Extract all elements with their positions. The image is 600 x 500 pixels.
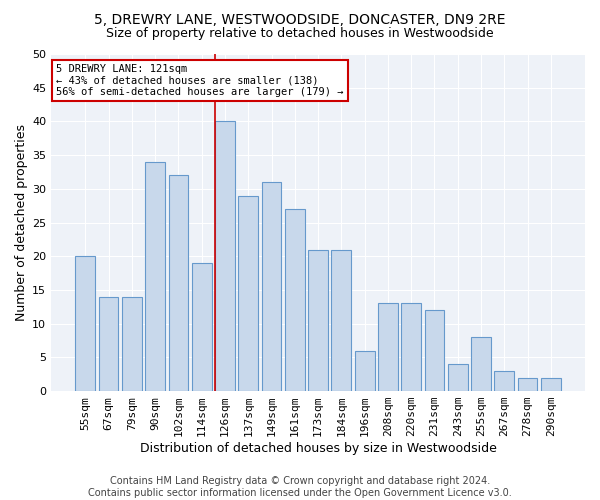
Bar xyxy=(308,250,328,391)
Bar xyxy=(98,296,118,391)
Bar xyxy=(285,209,305,391)
Bar xyxy=(215,122,235,391)
Bar xyxy=(471,337,491,391)
Bar xyxy=(238,196,258,391)
Bar xyxy=(145,162,165,391)
Bar xyxy=(378,304,398,391)
Y-axis label: Number of detached properties: Number of detached properties xyxy=(15,124,28,321)
Bar xyxy=(425,310,445,391)
Bar xyxy=(192,263,212,391)
Text: Size of property relative to detached houses in Westwoodside: Size of property relative to detached ho… xyxy=(106,28,494,40)
Bar xyxy=(262,182,281,391)
Bar xyxy=(401,304,421,391)
Bar xyxy=(494,371,514,391)
Bar xyxy=(355,350,374,391)
Text: 5 DREWRY LANE: 121sqm
← 43% of detached houses are smaller (138)
56% of semi-det: 5 DREWRY LANE: 121sqm ← 43% of detached … xyxy=(56,64,344,98)
Bar xyxy=(76,256,95,391)
Bar xyxy=(448,364,467,391)
Bar xyxy=(518,378,538,391)
Bar xyxy=(169,176,188,391)
Text: 5, DREWRY LANE, WESTWOODSIDE, DONCASTER, DN9 2RE: 5, DREWRY LANE, WESTWOODSIDE, DONCASTER,… xyxy=(94,12,506,26)
X-axis label: Distribution of detached houses by size in Westwoodside: Distribution of detached houses by size … xyxy=(140,442,497,455)
Bar xyxy=(331,250,351,391)
Bar xyxy=(541,378,561,391)
Bar xyxy=(122,296,142,391)
Text: Contains HM Land Registry data © Crown copyright and database right 2024.
Contai: Contains HM Land Registry data © Crown c… xyxy=(88,476,512,498)
